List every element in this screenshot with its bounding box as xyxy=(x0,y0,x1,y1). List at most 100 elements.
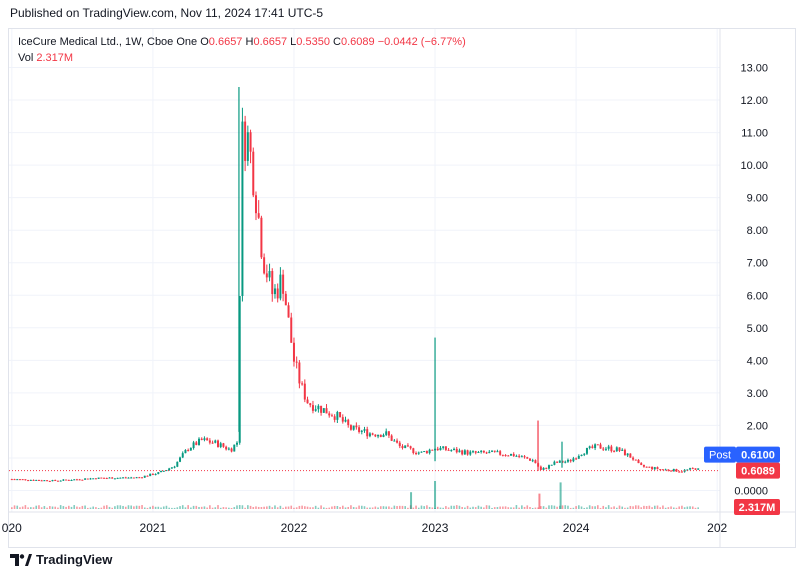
candle-body xyxy=(466,450,469,455)
candle-body xyxy=(105,478,108,480)
footer-brand[interactable]: TradingView xyxy=(10,552,112,567)
candle-body xyxy=(157,472,160,475)
volume-bar xyxy=(30,507,32,509)
candle-body xyxy=(417,452,420,454)
candle-body xyxy=(298,362,301,384)
x-tick-label: 2022 xyxy=(281,521,308,535)
volume-bar xyxy=(57,507,59,509)
candle-body xyxy=(387,431,390,436)
volume-bar xyxy=(360,505,363,509)
candle-body xyxy=(382,434,385,437)
candle-body xyxy=(523,456,526,458)
volume-bar xyxy=(228,507,230,509)
volume-bar xyxy=(374,506,377,509)
x-tick-label: 2023 xyxy=(422,521,449,535)
candle-body xyxy=(575,458,578,460)
candle-body xyxy=(271,271,274,295)
volume-bar xyxy=(453,505,455,509)
candle-body xyxy=(621,449,624,451)
volume-bar xyxy=(550,505,553,509)
volume-bar xyxy=(92,506,95,509)
candle-body xyxy=(32,479,35,481)
y-tick-label: 11.00 xyxy=(741,128,768,140)
candle-body xyxy=(282,274,285,294)
volume-bar xyxy=(21,506,24,509)
candle-body xyxy=(75,479,78,481)
candle-body xyxy=(339,412,342,418)
y-tick-label: 4.00 xyxy=(747,355,768,367)
candle-body xyxy=(217,440,220,447)
chart-panel[interactable] xyxy=(8,28,796,548)
legend-c-value: 0.6089 xyxy=(340,36,375,48)
volume-bar xyxy=(328,507,331,509)
candle-body xyxy=(694,468,697,470)
candle-body xyxy=(664,469,667,471)
x-tick-label: 2021 xyxy=(140,521,167,535)
volume-bar xyxy=(171,507,173,509)
volume-bar xyxy=(225,507,227,509)
candle-body xyxy=(455,448,458,453)
y-tick-label: 12.00 xyxy=(740,95,768,107)
volume-bar xyxy=(274,505,276,509)
candle-body xyxy=(602,448,605,450)
candle-body xyxy=(599,444,602,449)
candle-body xyxy=(678,471,681,473)
candle-body xyxy=(70,480,73,482)
candle-body xyxy=(626,453,629,456)
volume-bar xyxy=(540,506,542,509)
candle-body xyxy=(642,464,645,467)
candle-body xyxy=(428,449,431,454)
candle-body xyxy=(610,446,613,452)
candle-body xyxy=(244,121,247,161)
candle-body xyxy=(13,479,16,481)
volume-bar xyxy=(426,505,428,509)
candle-body xyxy=(73,479,76,481)
candle-body xyxy=(265,273,268,278)
legend-title[interactable]: IceCure Medical Ltd., 1W, Cboe One xyxy=(18,36,198,48)
candle-body xyxy=(249,132,252,152)
candle-body xyxy=(564,461,567,463)
post-badge[interactable] xyxy=(704,446,736,463)
candle-body xyxy=(496,451,499,453)
candle-body xyxy=(122,477,125,479)
volume-bar xyxy=(521,505,523,509)
candle-body xyxy=(623,449,626,456)
legend-o-label: O xyxy=(200,36,209,48)
candle-body xyxy=(94,478,97,480)
candle-body xyxy=(84,478,87,480)
volume-bar xyxy=(27,507,29,509)
volume-bar xyxy=(553,505,556,509)
candle-body xyxy=(406,445,409,447)
candle-body xyxy=(341,417,344,422)
volume-bar xyxy=(388,506,390,509)
x-tick-label: 202 xyxy=(707,521,727,535)
candle-body xyxy=(211,442,214,444)
x-tick-label: 2024 xyxy=(563,521,590,535)
volume-bar xyxy=(431,507,434,509)
volume-bar xyxy=(645,506,648,509)
volume-bar xyxy=(192,505,195,509)
volume-bar xyxy=(567,505,569,509)
volume-bar xyxy=(591,506,594,509)
volume-bar xyxy=(472,506,474,509)
candle-body xyxy=(686,469,689,471)
candle-body xyxy=(89,478,92,480)
x-tick-label: 020 xyxy=(2,521,22,535)
candle-body xyxy=(355,425,358,428)
candle-body xyxy=(330,415,333,417)
candle-body xyxy=(653,467,656,470)
candle-body xyxy=(48,480,51,482)
volume-bar xyxy=(341,505,344,509)
candle-body xyxy=(404,445,407,449)
post-price-badge xyxy=(736,446,780,463)
volume-bar xyxy=(81,505,84,509)
candle-body xyxy=(618,447,621,451)
volume-bar xyxy=(578,505,580,509)
candle-body xyxy=(374,434,377,437)
y-tick-label: 2.00 xyxy=(747,420,768,432)
volume-bar xyxy=(325,507,328,509)
volume-bar xyxy=(62,506,65,509)
volume-bar xyxy=(198,506,200,509)
candle-body xyxy=(195,442,198,445)
